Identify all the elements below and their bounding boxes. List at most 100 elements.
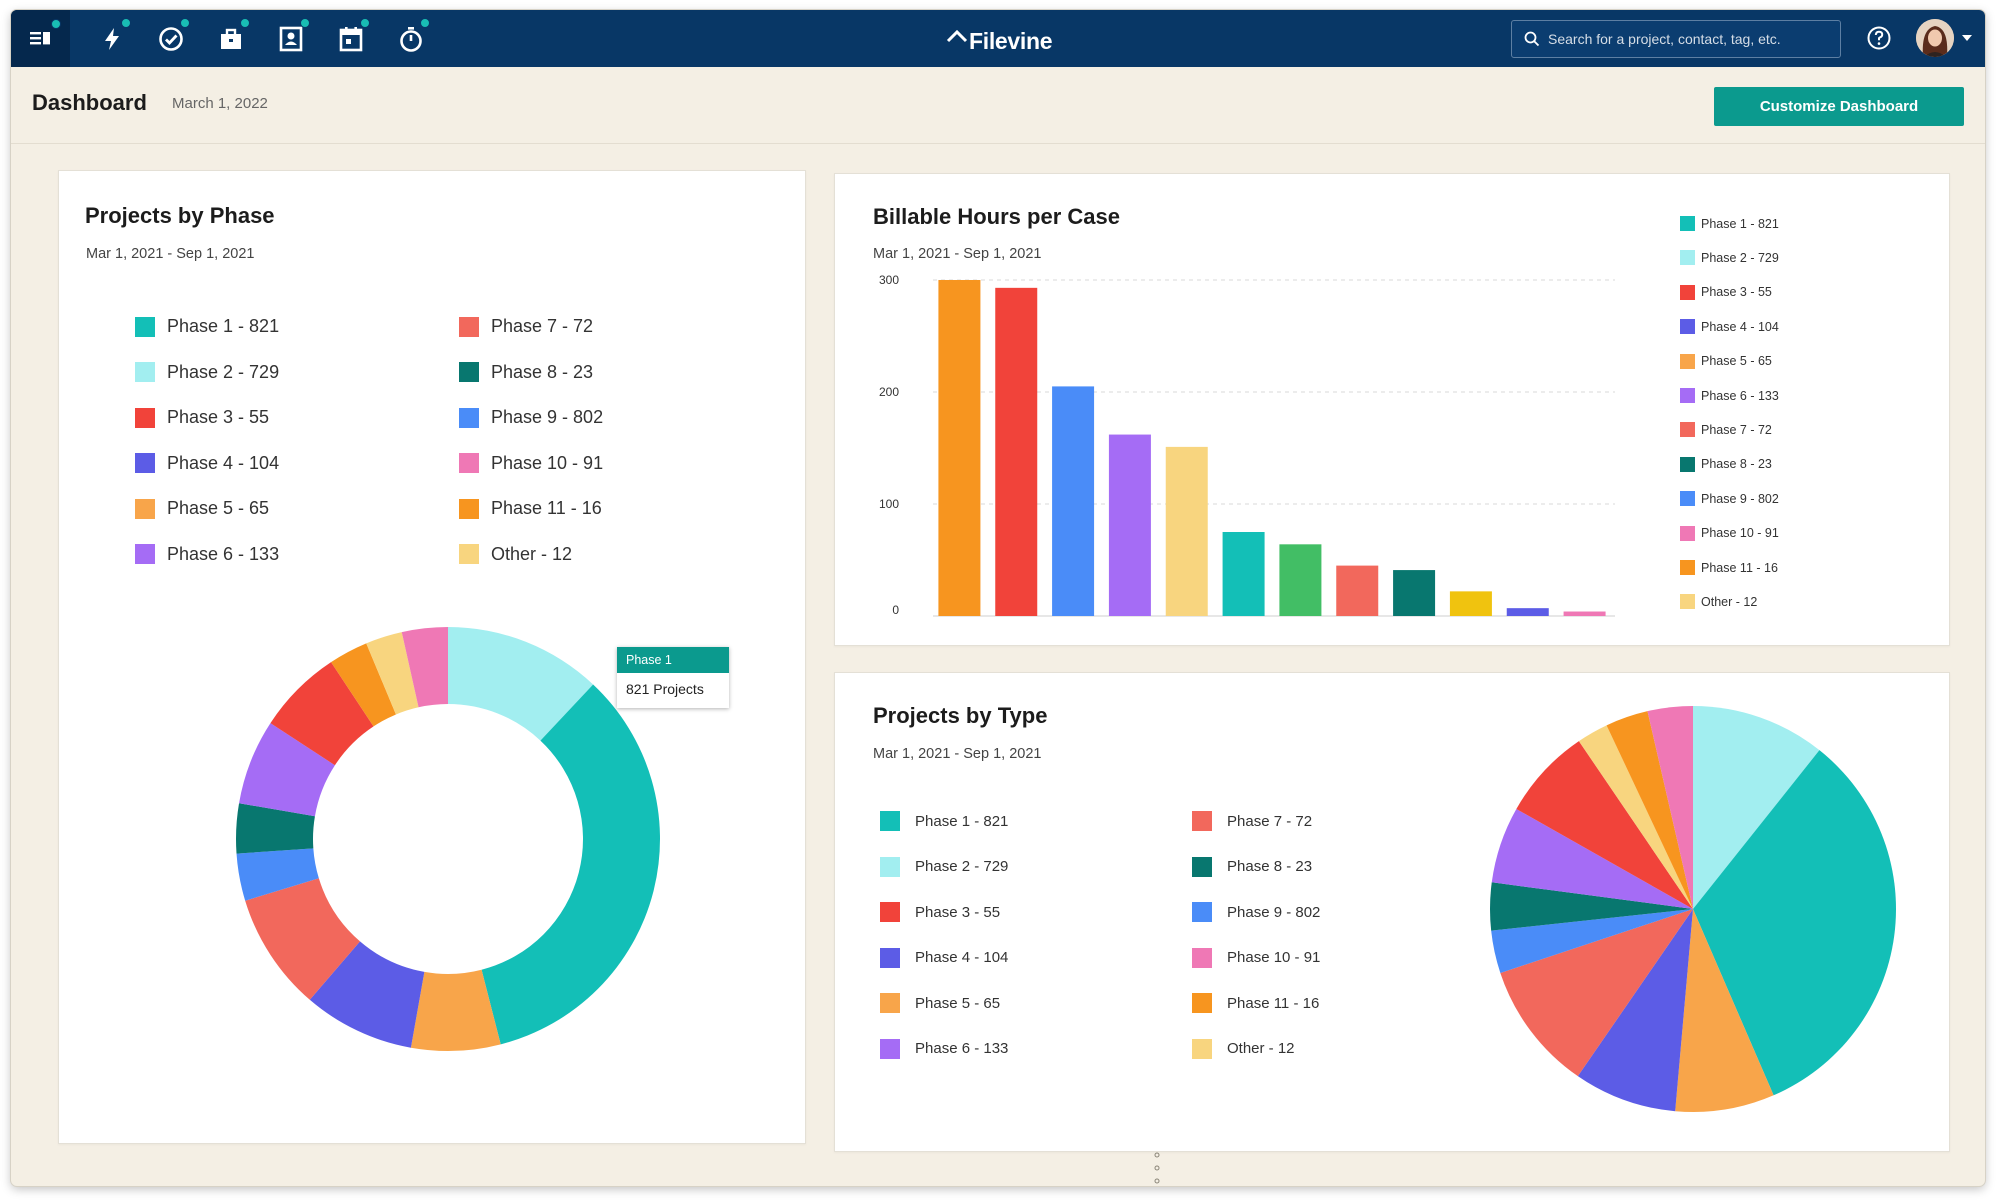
pie-slice-other[interactable] (366, 632, 419, 715)
bar[interactable] (1336, 565, 1379, 616)
legend-item[interactable]: Phase 2 - 729 (1680, 250, 1779, 266)
legend-item[interactable]: Phase 6 - 133 (880, 1038, 1008, 1059)
legend-item[interactable]: Phase 2 - 729 (880, 856, 1008, 877)
filevine-logo[interactable]: Filevine (946, 25, 1053, 55)
help-icon[interactable] (1866, 25, 1892, 51)
resize-handle-icon[interactable] (1153, 1150, 1161, 1186)
pie-slice-phase-2[interactable] (1693, 706, 1820, 909)
legend-item[interactable]: Phase 2 - 729 (135, 362, 279, 383)
legend-item[interactable]: Phase 5 - 65 (1680, 353, 1772, 369)
pie-slice-phase-9[interactable] (1491, 909, 1693, 973)
legend-item[interactable]: Phase 9 - 802 (459, 407, 603, 428)
pie-slice-phase-6[interactable] (239, 723, 335, 817)
brand-name: Filevine (969, 28, 1053, 54)
legend-item[interactable]: Phase 4 - 104 (1680, 319, 1779, 335)
bar[interactable] (938, 280, 981, 616)
legend-label: Phase 1 - 821 (167, 316, 280, 336)
legend-swatch (1680, 284, 1695, 300)
legend-item[interactable]: Phase 7 - 72 (1192, 811, 1312, 831)
pie-slice-phase-5[interactable] (1675, 909, 1774, 1112)
activity-icon[interactable] (95, 18, 131, 56)
legend-item[interactable]: Phase 9 - 802 (1680, 491, 1779, 507)
pie-slice-other[interactable] (1578, 725, 1693, 909)
bar[interactable] (1165, 446, 1208, 616)
legend-item[interactable]: Phase 1 - 821 (1680, 216, 1779, 231)
legend-item[interactable]: Phase 4 - 104 (880, 947, 1008, 968)
user-menu-caret-icon[interactable] (1962, 35, 1972, 41)
pie-slice-phase-1[interactable] (481, 684, 661, 1045)
legend-item[interactable]: Phase 9 - 802 (1192, 902, 1320, 922)
legend-item[interactable]: Phase 10 - 91 (459, 453, 603, 474)
legend-label: Phase 7 - 72 (1227, 812, 1313, 830)
pie-slice-phase-8[interactable] (1490, 882, 1693, 931)
bar[interactable] (1279, 544, 1322, 616)
projects-by-type-card: Projects by Type Mar 1, 2021 - Sep 1, 20… (834, 672, 1950, 1152)
bar[interactable] (1393, 570, 1436, 616)
bar-chart[interactable]: 0 100 200 300 (835, 174, 1951, 647)
legend-item[interactable]: Phase 7 - 72 (1680, 422, 1772, 438)
legend-swatch (1680, 491, 1695, 507)
legend-item[interactable]: Phase 1 - 821 (880, 811, 1008, 831)
bar[interactable] (1052, 386, 1095, 616)
pie-slice-phase-7[interactable] (245, 878, 361, 1000)
legend-item[interactable]: Other - 12 (459, 544, 572, 565)
legend-item[interactable]: Phase 11 - 16 (1680, 560, 1778, 575)
card-title: Projects by Type (873, 703, 1048, 728)
user-avatar[interactable] (1916, 19, 1954, 57)
legend-item[interactable]: Other - 12 (1680, 594, 1757, 610)
timer-icon[interactable] (394, 18, 430, 56)
donut-chart[interactable] (59, 171, 807, 1145)
search-box[interactable] (1511, 20, 1841, 58)
bar[interactable] (995, 287, 1038, 616)
legend-item[interactable]: Phase 7 - 72 (459, 316, 593, 337)
pie-chart[interactable] (835, 673, 1951, 1153)
card-date-range: Mar 1, 2021 - Sep 1, 2021 (873, 246, 1042, 262)
contacts-icon[interactable] (274, 18, 310, 56)
legend-item[interactable]: Phase 5 - 65 (135, 498, 269, 519)
legend-item[interactable]: Phase 6 - 133 (135, 544, 279, 565)
legend-item[interactable]: Phase 10 - 91 (1192, 947, 1320, 968)
legend-item[interactable]: Phase 8 - 23 (459, 362, 593, 383)
pie-slice-phase-7[interactable] (1500, 909, 1693, 1077)
search-input[interactable] (1548, 31, 1840, 47)
bar[interactable] (1563, 611, 1606, 616)
legend-item[interactable]: Phase 3 - 55 (880, 902, 1000, 922)
pie-slice-phase-2[interactable] (448, 627, 594, 741)
legend-item[interactable]: Phase 11 - 16 (1192, 993, 1319, 1013)
legend-item[interactable]: Phase 3 - 55 (135, 407, 269, 428)
projects-icon[interactable] (214, 18, 250, 56)
legend-label: Phase 8 - 23 (491, 361, 594, 382)
legend-item[interactable]: Phase 4 - 104 (135, 453, 279, 474)
tasks-icon[interactable] (154, 18, 190, 56)
pie-slice-phase-5[interactable] (410, 969, 501, 1051)
legend-item[interactable]: Phase 11 - 16 (459, 498, 602, 519)
pie-slice-phase-8[interactable] (235, 803, 315, 854)
legend-item[interactable]: Phase 3 - 55 (1680, 284, 1772, 300)
pie-slice-phase-11[interactable] (1606, 711, 1693, 909)
legend-item[interactable]: Phase 8 - 23 (1192, 856, 1312, 877)
feed-icon[interactable] (11, 10, 70, 67)
pie-slice-phase-9[interactable] (236, 848, 319, 901)
pie-slice-phase-4[interactable] (309, 941, 425, 1048)
pie-slice-phase-3[interactable] (1516, 741, 1693, 909)
calendar-icon[interactable] (334, 18, 370, 56)
legend-item[interactable]: Phase 5 - 65 (880, 993, 1000, 1013)
legend-item[interactable]: Phase 8 - 23 (1680, 456, 1772, 472)
bar[interactable] (1449, 591, 1492, 616)
bar[interactable] (1108, 434, 1151, 616)
bar[interactable] (1506, 608, 1549, 616)
legend-item[interactable]: Phase 6 - 133 (1680, 388, 1779, 403)
legend-item[interactable]: Phase 10 - 91 (1680, 525, 1779, 541)
pie-slice-phase-11[interactable] (331, 643, 396, 727)
bar[interactable] (1222, 532, 1265, 616)
pie-slice-phase-3[interactable] (270, 662, 374, 766)
legend-swatch (1192, 947, 1212, 968)
pie-slice-phase-10[interactable] (401, 627, 448, 708)
pie-slice-phase-4[interactable] (1577, 909, 1693, 1112)
customize-dashboard-button[interactable]: Customize Dashboard (1714, 87, 1964, 126)
legend-item[interactable]: Phase 1 - 821 (135, 316, 279, 337)
legend-item[interactable]: Other - 12 (1192, 1038, 1295, 1059)
pie-slice-phase-1[interactable] (1693, 750, 1896, 1096)
pie-slice-phase-6[interactable] (1491, 808, 1693, 909)
pie-slice-phase-10[interactable] (1647, 706, 1693, 909)
